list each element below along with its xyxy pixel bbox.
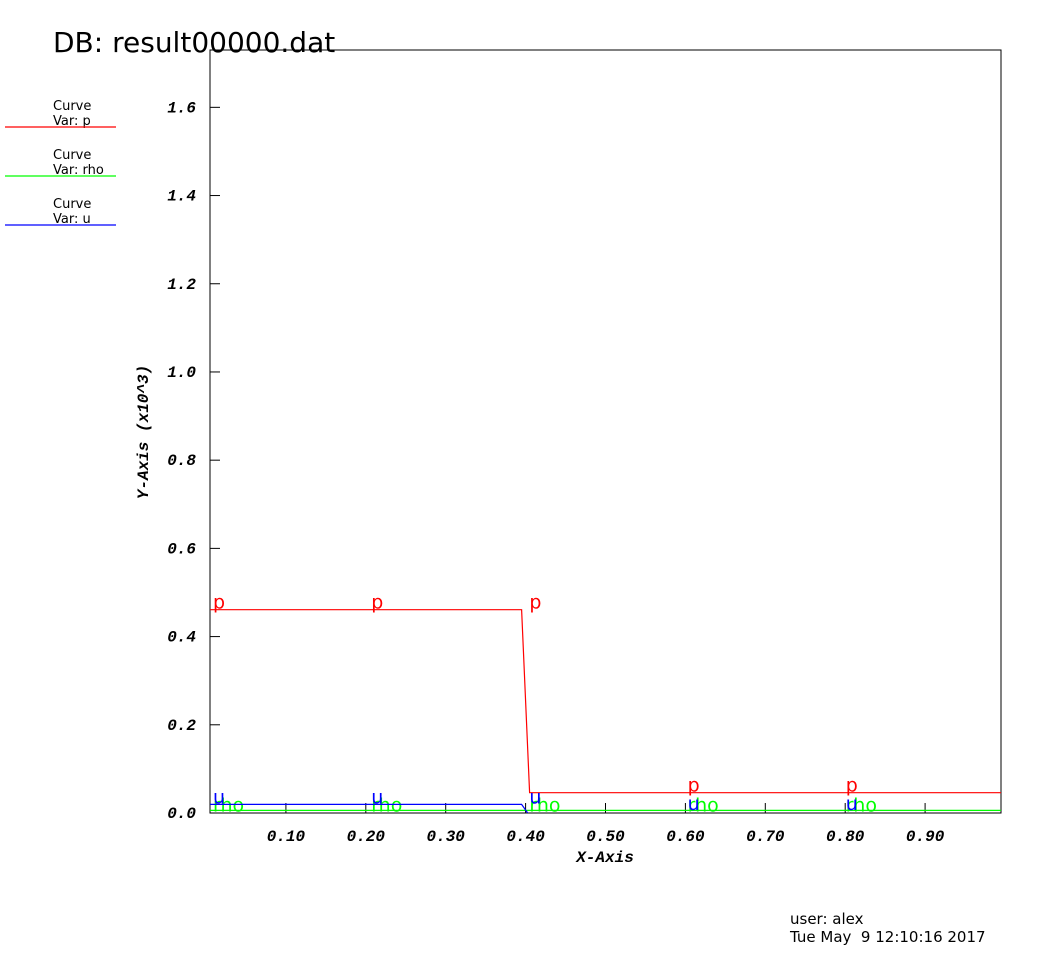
legend-text: Var: p	[53, 114, 91, 129]
plot-frame	[209, 49, 1002, 814]
user-label: user: alex	[790, 910, 864, 928]
legend-text: Curve	[53, 99, 91, 114]
x-axis-title: X-Axis	[575, 849, 634, 867]
x-tick-label: 0.40	[506, 828, 545, 846]
curve-point-label: u	[846, 793, 858, 815]
y-tick-label: 1.4	[167, 188, 196, 206]
date-label: Tue May 9 12:10:16 2017	[789, 928, 986, 946]
legend-text: Var: rho	[53, 163, 104, 178]
y-axis-title: Y-Axis (x10^3)	[135, 365, 153, 499]
curve-point-label: rho	[846, 794, 877, 816]
series-line	[210, 609, 1001, 794]
curve-point-label: u	[371, 786, 383, 808]
curve-point-label: p	[688, 775, 700, 797]
y-tick-label: 0.6	[167, 540, 196, 558]
y-tick-label: 0.8	[167, 452, 196, 470]
y-tick-label: 0.4	[167, 629, 196, 647]
x-tick-label: 0.70	[746, 828, 785, 846]
legend-text: Curve	[53, 148, 91, 163]
y-tick-label: 1.0	[167, 364, 196, 382]
x-tick-label: 0.10	[267, 828, 306, 846]
curve-point-label: rho	[688, 794, 719, 816]
legend-text: Var: u	[53, 212, 91, 227]
y-tick-label: 0.0	[167, 805, 196, 823]
curve-point-label: p	[213, 592, 225, 614]
curve-point-label: p	[846, 775, 858, 797]
x-tick-label: 0.90	[906, 828, 945, 846]
y-tick-label: 1.6	[167, 99, 196, 117]
legend-text: Curve	[53, 197, 91, 212]
x-tick-label: 0.80	[826, 828, 865, 846]
curve-point-label: u	[529, 786, 541, 808]
curve-point-label: u	[688, 793, 700, 815]
curve-point-label: rho	[213, 794, 244, 816]
curve-point-label: rho	[529, 794, 560, 816]
curve-point-label: rho	[371, 794, 402, 816]
x-tick-label: 0.50	[586, 828, 625, 846]
curve-point-label: p	[529, 592, 541, 614]
x-tick-label: 0.20	[347, 828, 386, 846]
series-line	[210, 803, 529, 813]
curve-point-label: p	[371, 592, 383, 614]
y-tick-label: 1.2	[167, 276, 196, 294]
chart-title: DB: result00000.dat	[53, 26, 335, 59]
curve-point-label: u	[213, 786, 225, 808]
x-tick-label: 0.60	[666, 828, 705, 846]
x-tick-label: 0.30	[426, 828, 465, 846]
y-tick-label: 0.2	[167, 717, 196, 735]
